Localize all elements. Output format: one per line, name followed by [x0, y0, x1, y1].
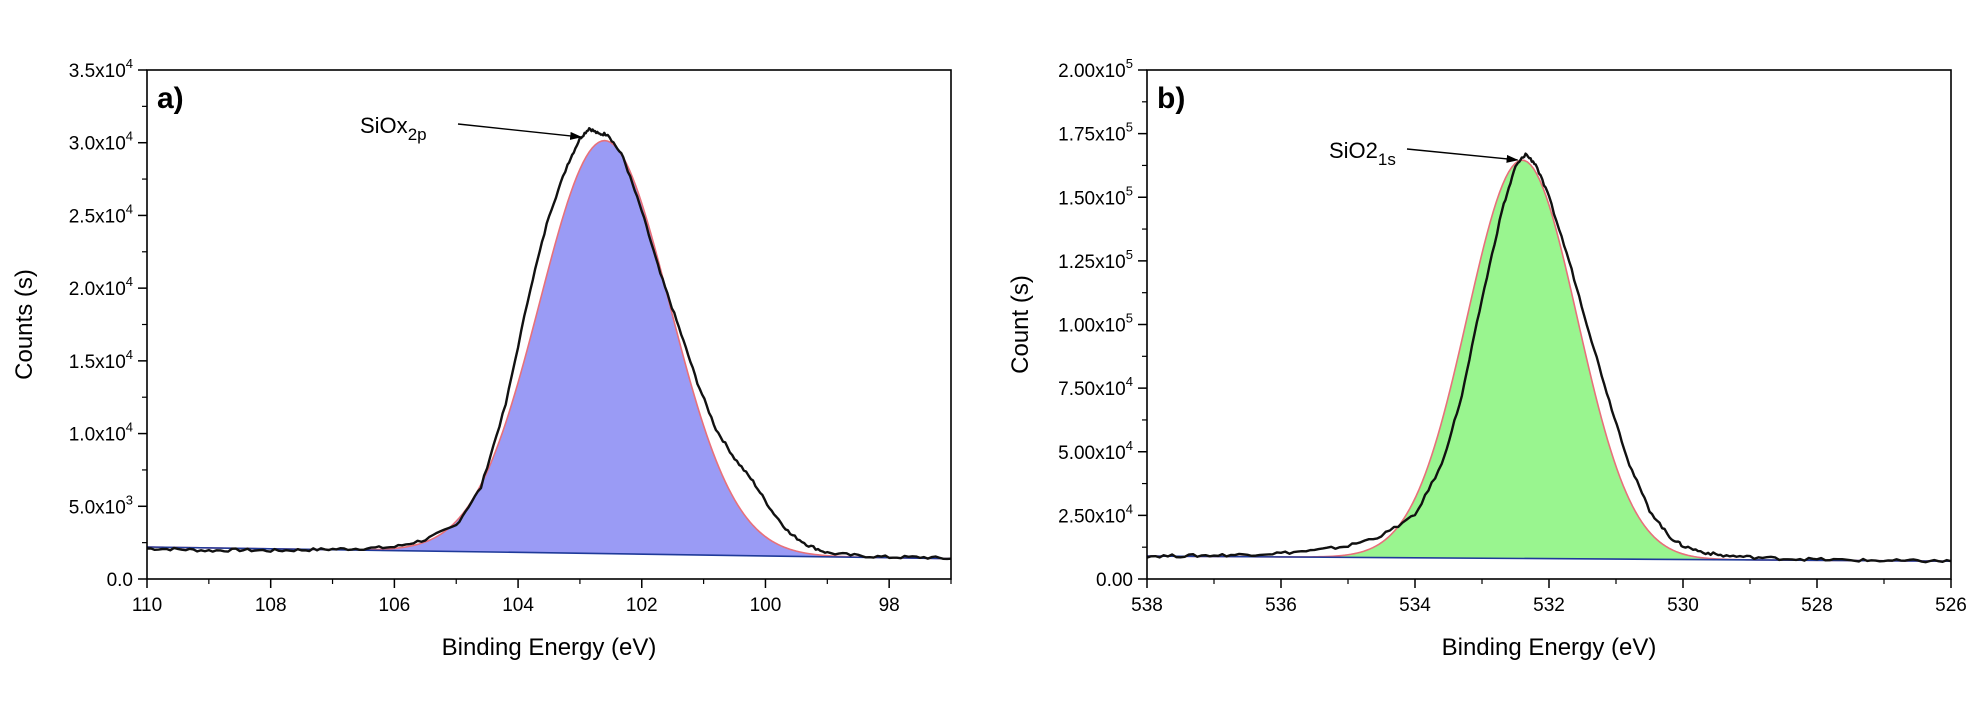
- y-tick-exponent: 4: [126, 129, 133, 144]
- y-tick-exponent: 3: [126, 492, 133, 507]
- x-tick-label: 108: [255, 595, 287, 616]
- y-tick-exponent: 5: [1126, 56, 1133, 71]
- y-tick-mantissa: 1.00x10: [1058, 316, 1126, 337]
- chart-panel-b: 538 536 534 532 530 528 5260.002.50x1045.00x10…: [1007, 56, 1967, 661]
- annotation-arrow: [457, 123, 583, 140]
- y-tick-mantissa: 1.50x10: [1058, 188, 1126, 209]
- annotation-main: SiO2: [1329, 138, 1378, 163]
- x-tick-label: 102: [626, 595, 658, 616]
- y-tick-exponent: 5: [1126, 183, 1133, 198]
- y-tick-label: 1.5x104: [69, 347, 133, 373]
- x-tick-label: 532: [1533, 595, 1565, 616]
- y-tick-label: 0.0: [107, 570, 133, 591]
- panel-label: a): [157, 82, 184, 115]
- y-tick-label: 7.50x104: [1058, 374, 1133, 400]
- y-tick-exponent: 4: [1126, 501, 1133, 516]
- y-tick-label: 1.50x105: [1058, 183, 1133, 209]
- y-tick-mantissa: 2.0x10: [69, 279, 126, 300]
- y-tick-exponent: 4: [126, 56, 133, 71]
- y-tick-exponent: 4: [1126, 438, 1133, 453]
- peak-annotation-label: SiO21s: [1329, 138, 1396, 169]
- y-tick-label: 1.00x105: [1058, 311, 1133, 337]
- chart-panel-a: 110 108 106 104 102 100 980.05.0x1031.0x1041.5…: [11, 56, 952, 661]
- raw-spectrum-line: [1146, 152, 1952, 564]
- y-tick-mantissa: 3.0x10: [69, 134, 126, 155]
- x-tick-label: 530: [1667, 595, 1699, 616]
- y-tick-label: 1.0x104: [69, 420, 133, 446]
- annotation-arrow: [1406, 148, 1519, 163]
- y-tick-exponent: 4: [126, 201, 133, 216]
- background-baseline: [146, 546, 952, 560]
- y-tick-label: 1.25x105: [1058, 247, 1133, 273]
- y-tick-exponent: 4: [1126, 374, 1133, 389]
- y-tick-label: 5.0x103: [69, 492, 133, 518]
- x-tick-label: 528: [1801, 595, 1833, 616]
- y-tick-mantissa: 1.75x10: [1058, 125, 1126, 146]
- y-tick-label: 2.5x104: [69, 201, 133, 227]
- y-tick-label: 1.75x105: [1058, 120, 1133, 146]
- x-tick-label: 104: [502, 595, 534, 616]
- raw-spectrum-line: [146, 127, 952, 561]
- fit-component-area: [147, 140, 951, 559]
- x-tick-label: 110: [132, 595, 162, 616]
- annotation-main: SiOx: [360, 113, 408, 138]
- y-tick-mantissa: 5.0x10: [69, 497, 126, 518]
- y-tick-label: 2.00x105: [1058, 56, 1133, 82]
- y-tick-exponent: 4: [126, 274, 133, 289]
- x-tick-label: 98: [879, 595, 900, 616]
- y-tick-exponent: 4: [126, 420, 133, 435]
- panel-label: b): [1157, 82, 1185, 115]
- y-tick-mantissa: 1.25x10: [1058, 252, 1126, 273]
- y-tick-label: 5.00x104: [1058, 438, 1133, 464]
- y-tick-mantissa: 2.50x10: [1058, 506, 1126, 527]
- y-tick-label: 2.0x104: [69, 274, 133, 300]
- annotation-subscript: 1s: [1378, 150, 1396, 169]
- x-tick-label: 534: [1399, 595, 1431, 616]
- y-tick-label: 3.0x104: [69, 129, 133, 155]
- y-tick-mantissa: 7.50x10: [1058, 379, 1126, 400]
- peak-annotation-label: SiOx2p: [360, 113, 427, 144]
- y-tick-label: 0.00: [1096, 570, 1133, 591]
- y-tick-label: 3.5x104: [69, 56, 133, 82]
- annotation-subscript: 2p: [408, 125, 427, 144]
- x-axis-label: Binding Energy (eV): [442, 634, 657, 661]
- y-tick-exponent: 4: [126, 347, 133, 362]
- x-tick-label: 538: [1131, 595, 1163, 616]
- x-tick-label: 526: [1935, 595, 1967, 616]
- y-tick-exponent: 5: [1126, 247, 1133, 262]
- y-tick-mantissa: 1.5x10: [69, 352, 126, 373]
- y-tick-mantissa: 2.5x10: [69, 206, 126, 227]
- x-tick-label: 536: [1265, 595, 1297, 616]
- x-tick-label: 100: [750, 595, 782, 616]
- y-tick-mantissa: 3.5x10: [69, 61, 126, 82]
- fit-component-area: [1147, 160, 1951, 562]
- y-tick-mantissa: 2.00x10: [1058, 61, 1126, 82]
- y-tick-exponent: 5: [1126, 311, 1133, 326]
- x-tick-label: 106: [379, 595, 411, 616]
- y-axis-label: Counts (s): [11, 269, 38, 380]
- y-tick-mantissa: 5.00x10: [1058, 443, 1126, 464]
- y-tick-label: 2.50x104: [1058, 501, 1133, 527]
- y-tick-exponent: 5: [1126, 120, 1133, 135]
- y-axis-label: Count (s): [1007, 275, 1034, 374]
- x-axis-label: Binding Energy (eV): [1442, 634, 1657, 661]
- y-tick-mantissa: 1.0x10: [69, 425, 126, 446]
